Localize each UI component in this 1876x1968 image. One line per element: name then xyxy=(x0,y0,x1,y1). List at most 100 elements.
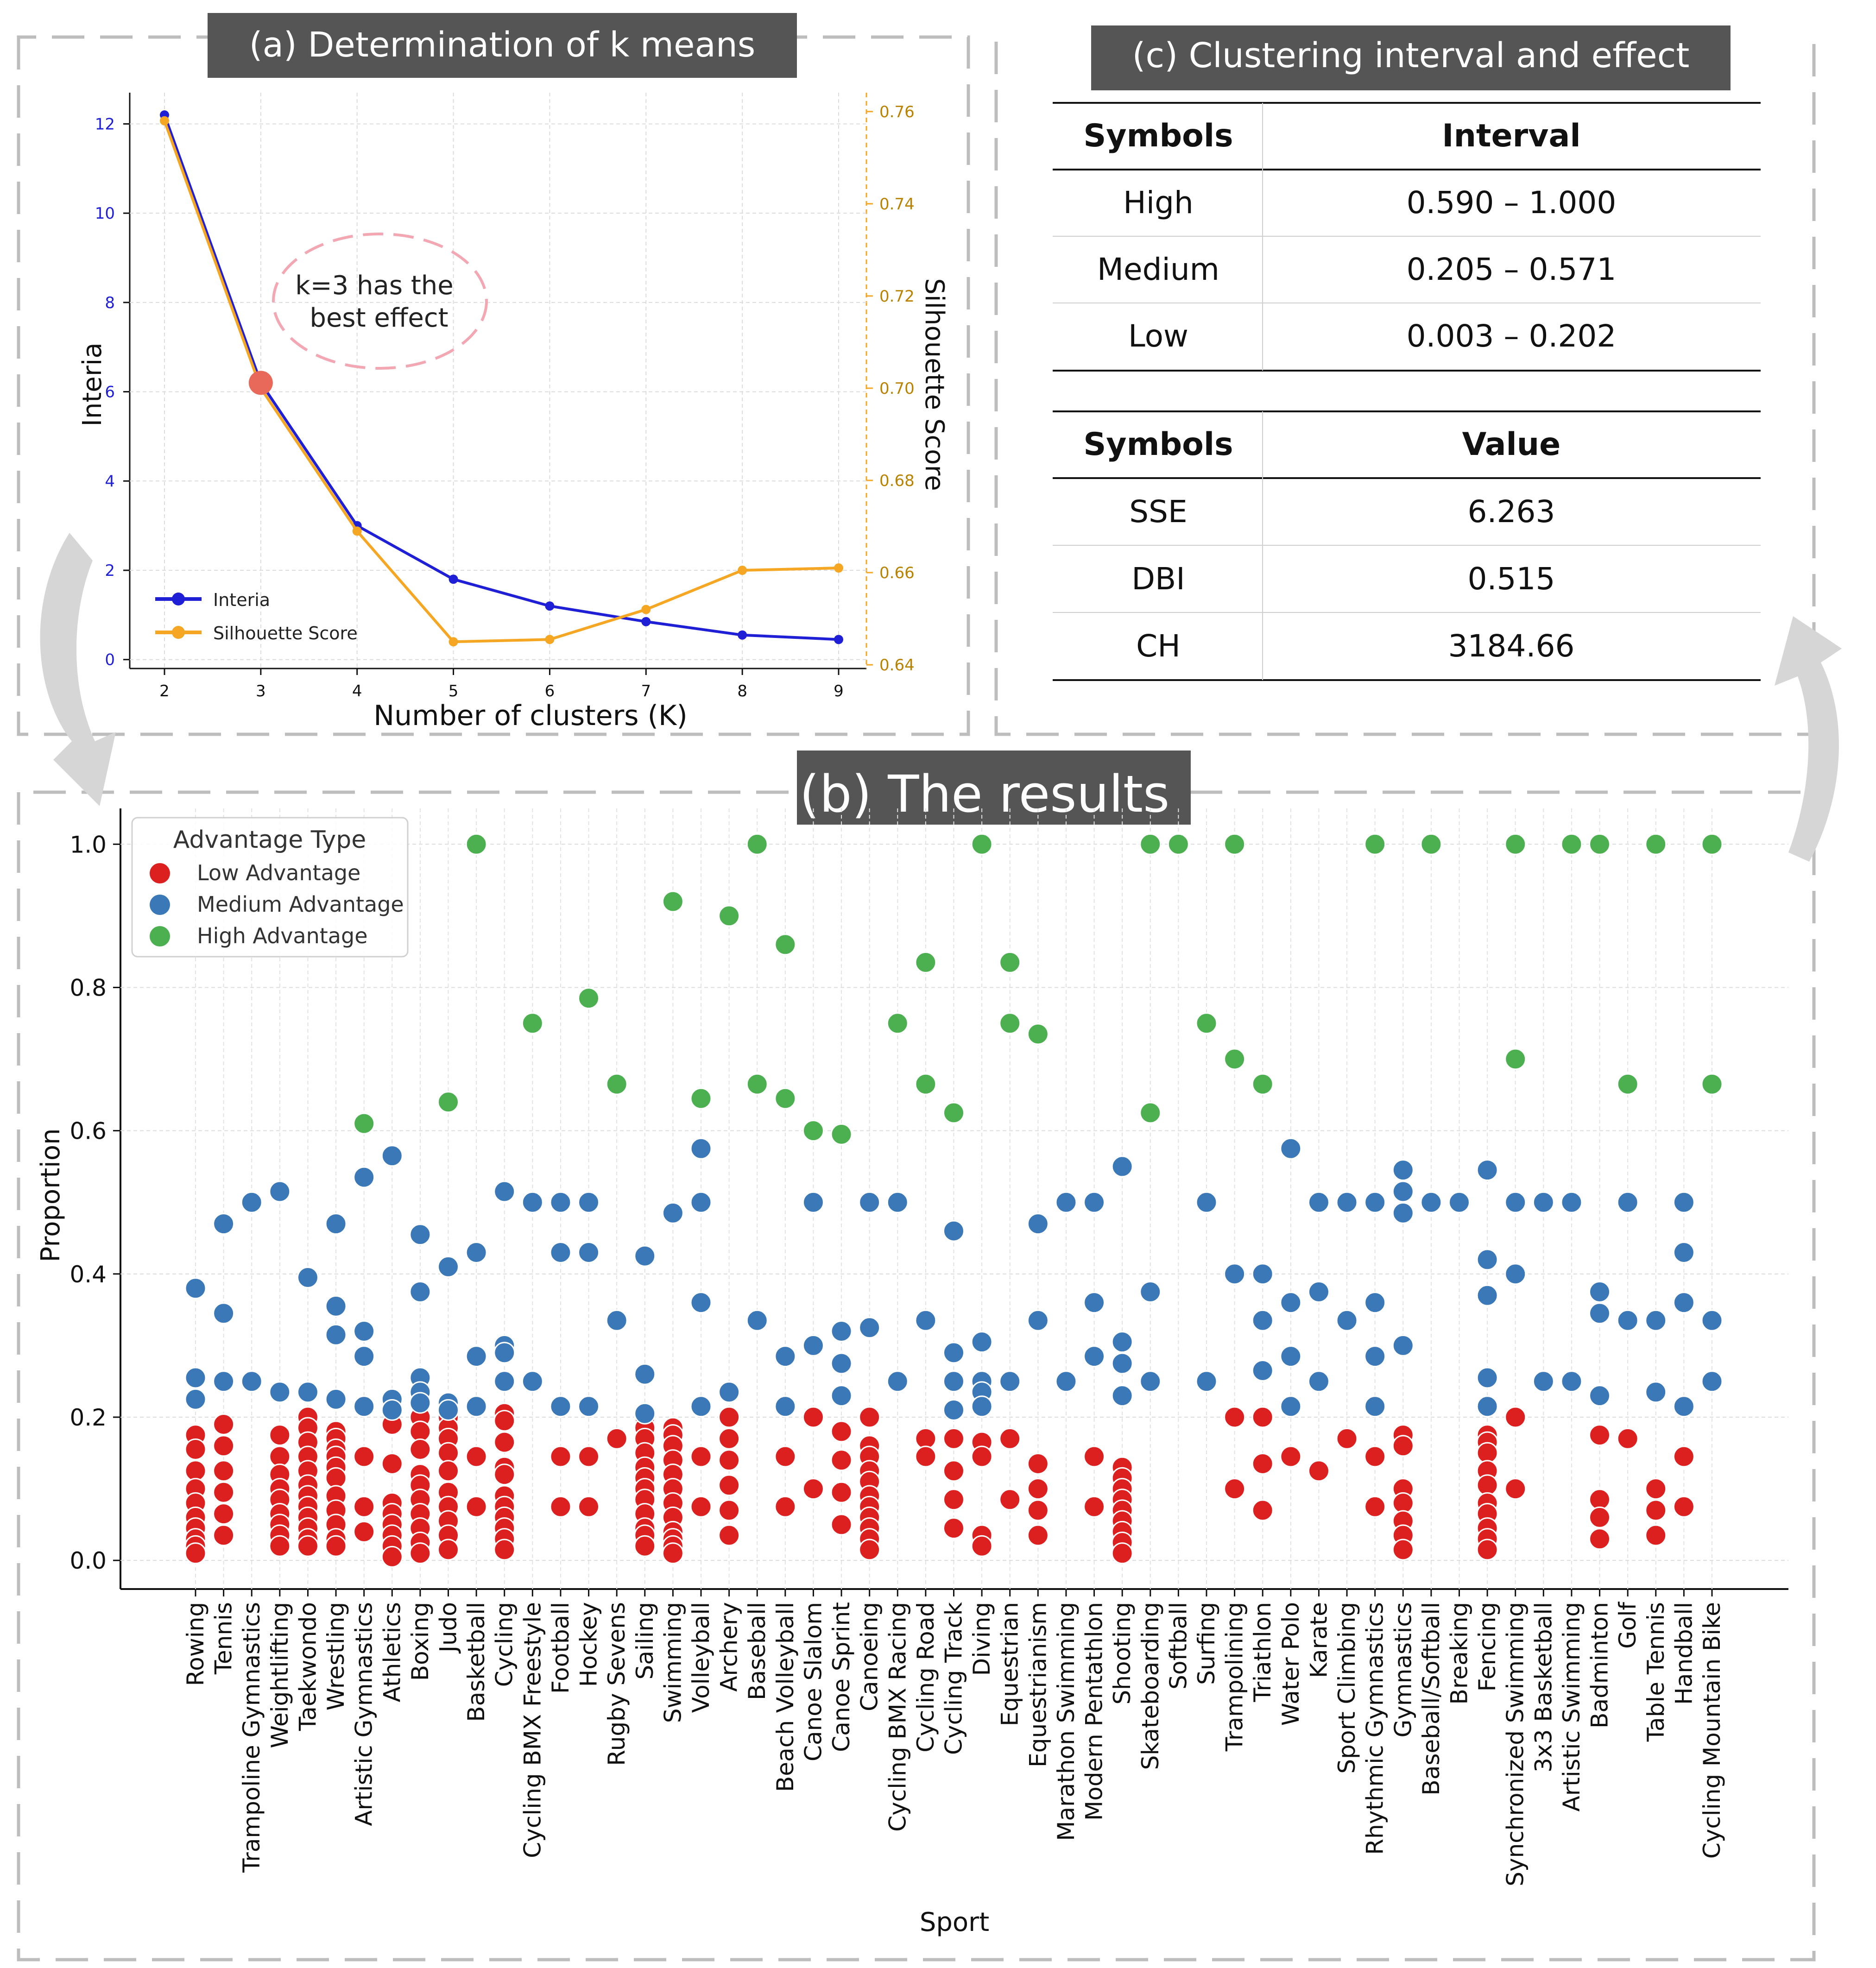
low-advantage-point xyxy=(1336,1427,1358,1450)
x-tick-b-label: Artistic Swimming xyxy=(1558,1602,1585,1811)
medium-advantage-point xyxy=(634,1402,656,1425)
silhouette-point xyxy=(160,116,169,126)
low-advantage-point xyxy=(493,1463,516,1486)
x-tick-b-label: Athletics xyxy=(379,1602,405,1702)
medium-advantage-point xyxy=(1280,1345,1302,1368)
inertia-line xyxy=(163,114,839,641)
medium-advantage-point xyxy=(269,1381,291,1403)
x-tick-b-label: Cycling BMX Freestyle xyxy=(519,1602,546,1858)
low-advantage-point xyxy=(493,1431,516,1453)
low-advantage-point xyxy=(802,1406,824,1428)
low-advantage-point xyxy=(1308,1460,1330,1482)
medium-advantage-point xyxy=(859,1317,881,1339)
low-advantage-point xyxy=(1364,1495,1386,1518)
medium-advantage-point xyxy=(521,1370,543,1393)
medium-advantage-point xyxy=(1504,1263,1527,1285)
panel-b-y-ticks: 0.0 0.2 0.4 0.6 0.8 1.0 xyxy=(69,831,120,1574)
medium-advantage-point xyxy=(381,1145,403,1167)
metric-row-sse-symbol: SSE xyxy=(1129,494,1188,530)
low-advantage-point xyxy=(943,1427,965,1450)
medium-advantage-point xyxy=(1224,1263,1246,1285)
arrows xyxy=(40,533,1842,862)
high-advantage-point xyxy=(1167,833,1189,855)
panel-a-header-bg xyxy=(208,13,797,78)
medium-advantage-point xyxy=(1364,1345,1386,1368)
medium-advantage-point xyxy=(830,1320,853,1342)
low-advantage-point xyxy=(802,1478,824,1500)
high-advantage-point xyxy=(606,1073,628,1095)
medium-advantage-point xyxy=(802,1191,824,1213)
medium-advantage-point xyxy=(550,1241,572,1263)
silhouette-point xyxy=(738,566,747,575)
y2-tick-a-label: 0.66 xyxy=(879,564,915,582)
medium-advantage-point xyxy=(943,1342,965,1364)
medium-advantage-point xyxy=(521,1191,543,1213)
inertia-point xyxy=(834,635,843,644)
x-tick-a-label: 7 xyxy=(641,682,651,700)
high-advantage-point xyxy=(662,890,684,913)
x-tick-a-label: 6 xyxy=(545,682,555,700)
high-advantage-point xyxy=(465,833,487,855)
high-advantage-point xyxy=(1645,833,1667,855)
low-advantage-point xyxy=(971,1445,993,1468)
low-advantage-point xyxy=(1083,1495,1105,1518)
medium-advantage-point xyxy=(493,1342,516,1364)
medium-advantage-point xyxy=(690,1292,712,1314)
low-advantage-point xyxy=(1027,1478,1049,1500)
low-advantage-point xyxy=(1645,1524,1667,1546)
panel-c-header: (c) Clustering interval and effect xyxy=(1132,36,1690,76)
medium-advantage-point xyxy=(999,1370,1021,1393)
low-advantage-point xyxy=(690,1495,712,1518)
silhouette-point xyxy=(352,526,362,536)
panel-a-xlabel: Number of clusters (K) xyxy=(373,700,688,732)
medium-advantage-point xyxy=(1589,1280,1611,1303)
interval-row-low-value: 0.003 – 0.202 xyxy=(1407,318,1617,354)
high-advantage-point xyxy=(999,1012,1021,1034)
x-tick-b-label: Beach Volleyball xyxy=(772,1602,799,1792)
medium-advantage-point xyxy=(1476,1159,1498,1181)
high-advantage-point xyxy=(521,1012,543,1034)
high-advantage-point xyxy=(943,1102,965,1124)
medium-advantage-point xyxy=(353,1166,375,1188)
medium-advantage-point xyxy=(1364,1395,1386,1418)
high-advantage-point xyxy=(1364,833,1386,855)
medium-advantage-point xyxy=(1392,1334,1414,1356)
low-advantage-point xyxy=(915,1445,937,1468)
legend-low-label: Low Advantage xyxy=(197,860,360,885)
interval-row-high-symbol: High xyxy=(1123,185,1194,221)
medium-advantage-point xyxy=(550,1395,572,1418)
medium-advantage-point xyxy=(943,1399,965,1421)
low-advantage-point xyxy=(859,1539,881,1561)
panel-c-header-bg xyxy=(1091,25,1731,90)
panel-b-legend: Advantage Type Low Advantage Medium Adva… xyxy=(131,817,409,958)
medium-advantage-point xyxy=(1083,1191,1105,1213)
low-advantage-point xyxy=(437,1460,459,1482)
medium-advantage-point xyxy=(1673,1191,1695,1213)
medium-advantage-point xyxy=(859,1191,881,1213)
panel-b-x-ticks: Rowing Tennis Trampoline Gymnastics Weightl… xyxy=(182,1589,1725,1886)
y-tick-a-label: 2 xyxy=(105,561,115,580)
x-tick-b-label: Boxing xyxy=(407,1602,434,1681)
low-advantage-point xyxy=(184,1438,207,1461)
low-advantage-point xyxy=(774,1445,796,1468)
high-advantage-point xyxy=(1139,1102,1162,1124)
interval-table: Symbols Interval High 0.590 – 1.000 Medi… xyxy=(1053,102,1761,372)
medium-advantage-point xyxy=(915,1309,937,1331)
medium-advantage-point xyxy=(297,1381,319,1403)
legend-high-marker xyxy=(150,926,170,946)
high-advantage-point xyxy=(1589,833,1611,855)
high-advantage-point xyxy=(1139,833,1162,855)
y-tick-a-label: 12 xyxy=(95,115,115,133)
panel-a: (a) Determination of k means 0 2 4 6 8 10 12 0… xyxy=(77,13,949,732)
low-advantage-point xyxy=(353,1520,375,1543)
medium-advantage-point xyxy=(1532,1370,1554,1393)
panel-b-points xyxy=(184,833,1723,1568)
x-tick-b-label: Water Polo xyxy=(1277,1602,1304,1726)
low-advantage-point xyxy=(1111,1542,1133,1564)
silhouette-point xyxy=(641,605,651,614)
low-advantage-point xyxy=(1251,1406,1274,1428)
low-advantage-point xyxy=(493,1539,516,1561)
low-advantage-point xyxy=(1083,1445,1105,1468)
medium-advantage-point xyxy=(1645,1309,1667,1331)
low-advantage-point xyxy=(718,1524,740,1546)
